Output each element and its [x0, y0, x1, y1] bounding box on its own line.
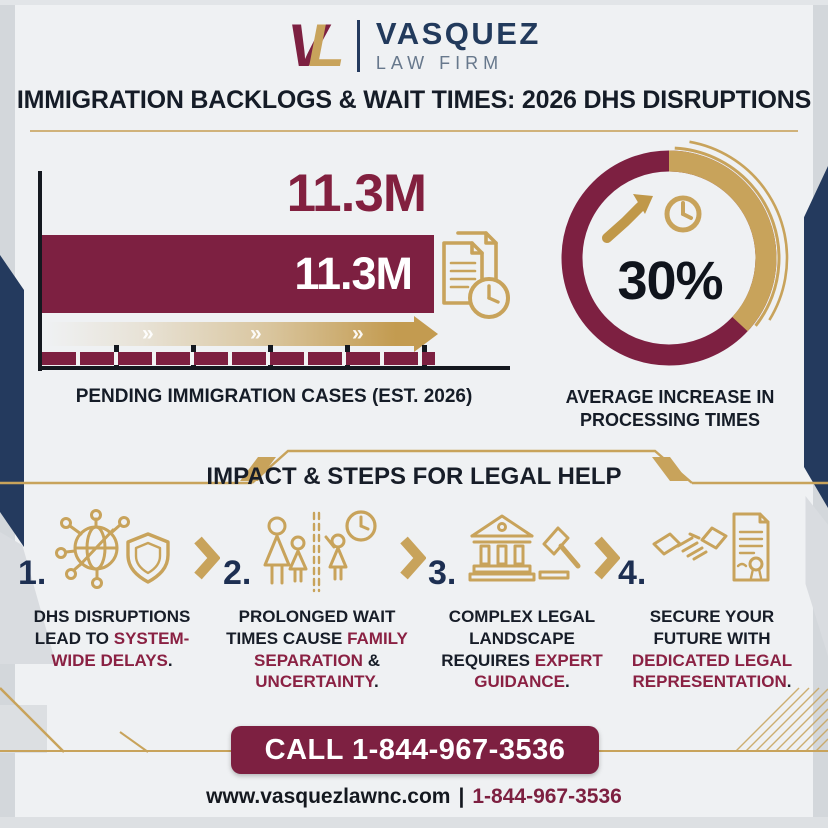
brand-subtitle: LAW FIRM [375, 53, 504, 73]
step-number: 2. [223, 554, 252, 592]
donut-caption: AVERAGE INCREASE IN PROCESSING TIMES [525, 386, 815, 432]
footer-separator: | [458, 785, 465, 808]
bar-11-3m: 11.3M [42, 235, 434, 313]
logo-letter-l: L [308, 12, 345, 79]
step-text-segment: EXPERT GUIDANCE [474, 650, 603, 692]
gold-trend-arrow: » » » [46, 322, 414, 346]
step-text-segment: PROLONGED WAIT TIMES CAUSE [226, 607, 396, 648]
step-text-segment: DEDICATED LEGAL REPRESENTATION [631, 650, 793, 692]
step-text-segment: . [786, 672, 792, 692]
step-text-segment: . [373, 672, 379, 692]
step-description: SECURE YOUR FUTURE WITH DEDICATED LEGAL … [614, 606, 810, 693]
navy-accent-right [804, 166, 828, 508]
step-text-segment: SYSTEM-WIDE DELAYS [51, 628, 190, 670]
bar-chart-caption: PENDING IMMIGRATION CASES (EST. 2026) [75, 386, 473, 407]
step-text-segment: COMPLEX LEGAL LANDSCAPE REQUIRES [441, 607, 596, 670]
bar-value-label-inside: 11.3M [294, 248, 413, 299]
step-text-segment: DHS DISRUPTIONS LEAD TO [33, 607, 191, 648]
bar-axis-segment-strip [42, 352, 435, 365]
clock-icon [664, 195, 702, 233]
step-number: 4. [618, 554, 647, 592]
step-text-segment: . [167, 650, 173, 670]
trending-up-arrow-icon [602, 194, 653, 243]
handshake-certificate-icon [652, 512, 770, 582]
bottom-edge-strip [0, 817, 828, 828]
arrow-chevron: » [250, 322, 262, 345]
step-text-segment: & [362, 650, 380, 670]
gold-diagonal-lines-bottom-left [0, 687, 149, 753]
step-description: COMPLEX LEGAL LANDSCAPE REQUIRES EXPERT … [424, 606, 620, 693]
logo-letter-v: V [287, 12, 327, 79]
donut-caption-line2: PROCESSING TIMES [579, 410, 761, 430]
step-text-segment: . [564, 672, 570, 692]
donut-ring [549, 138, 789, 378]
donut-caption-line1: AVERAGE INCREASE IN [565, 387, 775, 407]
header-logo: VL VASQUEZ LAW FIRM [0, 16, 828, 76]
gold-hatch-lines-bottom-right [735, 687, 828, 752]
call-cta-button[interactable]: CALL 1-844-967-3536 [231, 726, 599, 774]
chevron-right-icon [194, 536, 220, 580]
step-number: 3. [428, 554, 457, 592]
page-title: IMMIGRATION BACKLOGS & WAIT TIMES: 2026 … [16, 86, 812, 114]
processing-times-donut-chart: 30% AVERAGE INCREASE IN PROCESSING TIMES [549, 138, 790, 448]
documents-clock-icon [442, 231, 510, 319]
website-link[interactable]: www.vasquezlawnc.com [206, 785, 451, 808]
top-edge-strip [0, 0, 828, 5]
phone-link[interactable]: 1-844-967-3536 [472, 785, 622, 808]
section-title: IMPACT & STEPS FOR LEGAL HELP [206, 463, 622, 490]
step-number: 1. [18, 554, 47, 592]
network-globe-shield-icon [55, 509, 170, 589]
step-text-segment: FAMILY SEPARATION [254, 628, 408, 670]
chevron-right-icon [594, 536, 620, 580]
navy-accent-left [0, 255, 24, 547]
step-text-segment: UNCERTAINTY [255, 672, 374, 692]
arrow-chevron: » [142, 322, 154, 345]
step-text-segment: SECURE YOUR FUTURE WITH [649, 607, 775, 648]
step-description: PROLONGED WAIT TIMES CAUSE FAMILY SEPARA… [219, 606, 415, 693]
brand-name: VASQUEZ [375, 16, 541, 51]
chevron-right-icon [400, 536, 426, 580]
arrow-chevron: » [352, 322, 364, 345]
donut-percent-label: 30% [617, 251, 723, 311]
logo-vl-mark: VL [287, 16, 345, 76]
title-gold-rule [30, 130, 798, 132]
brand-block: VASQUEZ LAW FIRM [376, 18, 541, 74]
step-description: DHS DISRUPTIONS LEAD TO SYSTEM-WIDE DELA… [14, 606, 210, 671]
courthouse-gavel-icon [468, 514, 581, 582]
footer-contact: www.vasquezlawnc.com | 1-844-967-3536 [0, 785, 828, 809]
logo-divider [356, 20, 360, 72]
section-banner-decoration [0, 449, 828, 485]
family-separation-clock-icon [263, 510, 377, 593]
pending-cases-bar-chart: 11.3M 11.3M » » » PENDING IMMIGRATION CA… [38, 155, 518, 430]
bar-value-label-above: 11.3M [286, 164, 427, 223]
bar-chart-x-axis [38, 366, 510, 370]
bar-chart-y-axis [38, 171, 42, 371]
